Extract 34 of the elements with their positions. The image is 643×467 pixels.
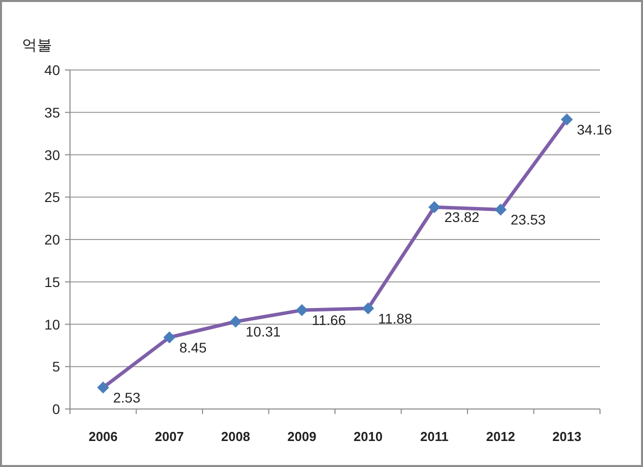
point — [296, 304, 308, 316]
data-label: 23.82 — [444, 209, 480, 226]
y-axis-title: 억불 — [22, 37, 52, 54]
data-label: 11.88 — [378, 310, 412, 326]
x-tick-label: 2012 — [486, 429, 516, 444]
y-tick-label: 20 — [44, 232, 60, 248]
data-label: 34.16 — [576, 121, 612, 138]
y-tick-label: 30 — [44, 146, 60, 163]
y-tick-label: 40 — [44, 62, 60, 78]
y-tick-label: 10 — [44, 316, 60, 332]
point — [494, 204, 507, 216]
y-tick-label: 25 — [44, 189, 60, 206]
x-tick-label: 2010 — [354, 429, 383, 444]
point — [230, 316, 242, 328]
y-tick-label: 0 — [52, 401, 60, 417]
x-tick-label: 2007 — [154, 429, 184, 444]
x-tick-label: 2006 — [88, 429, 118, 444]
data-label: 11.66 — [312, 312, 346, 328]
x-tick-label: 2011 — [420, 429, 448, 444]
point — [163, 331, 176, 344]
point — [428, 201, 440, 214]
y-tick-label: 5 — [52, 358, 60, 375]
point — [97, 382, 110, 394]
point — [560, 113, 573, 126]
data-label: 23.53 — [510, 212, 546, 228]
x-tick-label: 2013 — [552, 429, 582, 444]
data-label: 10.31 — [246, 324, 281, 340]
y-tick-label: 35 — [44, 104, 60, 120]
point — [362, 302, 374, 314]
x-tick-label: 2008 — [221, 429, 250, 444]
data-label: 2.53 — [113, 390, 141, 406]
y-tick-label: 15 — [44, 274, 60, 290]
x-tick-label: 2009 — [287, 429, 316, 444]
data-label: 8.45 — [179, 339, 207, 356]
